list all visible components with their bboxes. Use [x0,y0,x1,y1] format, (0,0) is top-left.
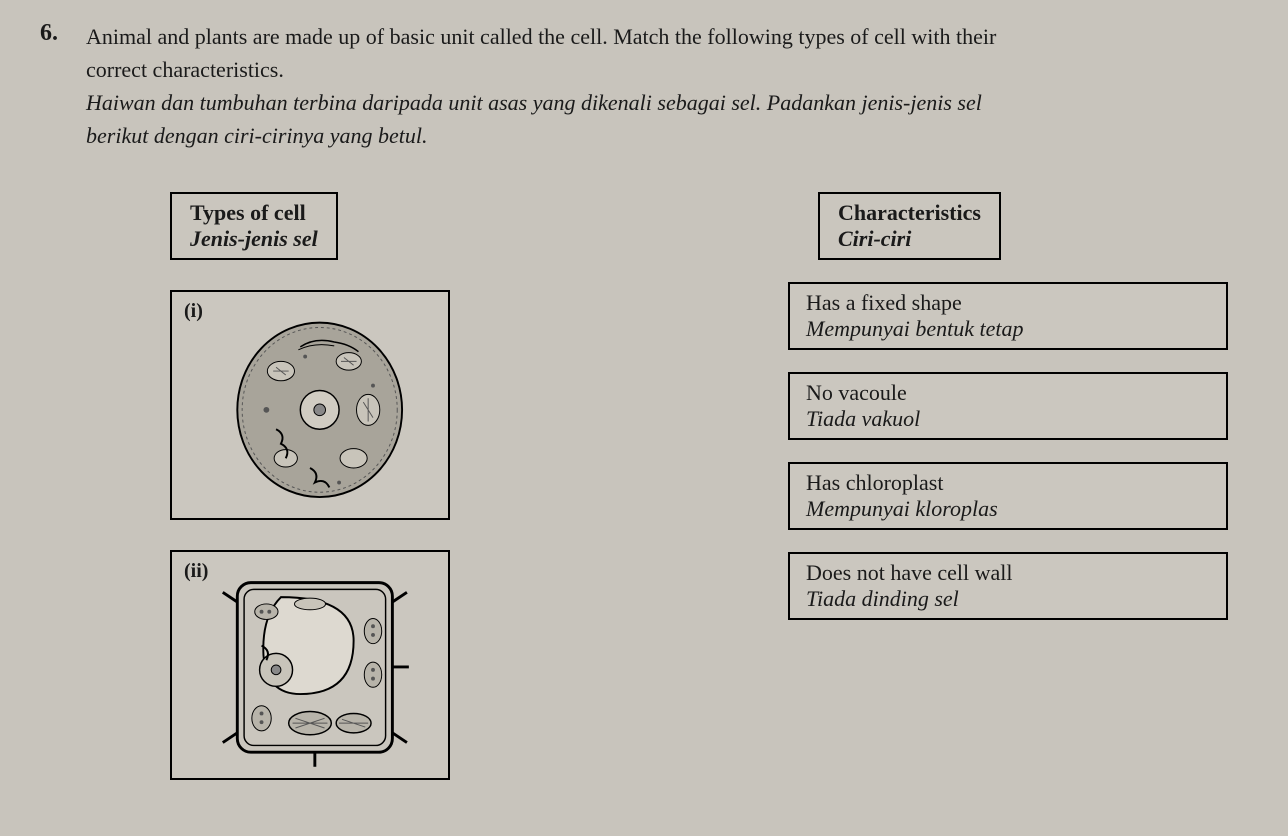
characteristics-header-box: Characteristics Ciri-ciri [818,192,1001,260]
content-columns: Types of cell Jenis-jenis sel (i) [40,192,1228,780]
char-4-ms: Tiada dinding sel [806,586,1210,612]
types-of-cell-column: Types of cell Jenis-jenis sel (i) [170,192,450,780]
question-header: 6. Animal and plants are made up of basi… [40,20,1228,152]
cell-1-label: (i) [184,300,203,323]
char-header-en: Characteristics [838,200,981,226]
types-header-ms: Jenis-jenis sel [190,226,318,252]
characteristic-box-2: No vacoule Tiada vakuol [788,372,1228,440]
char-header-ms: Ciri-ciri [838,226,981,252]
question-en-line2: correct characteristics. [86,53,996,86]
question-en-line1: Animal and plants are made up of basic u… [86,20,996,53]
char-3-en: Has chloroplast [806,470,1210,496]
characteristic-box-3: Has chloroplast Mempunyai kloroplas [788,462,1228,530]
cell-2-label: (ii) [184,560,208,583]
question-ms-line2: berikut dengan ciri-cirinya yang betul. [86,119,996,152]
types-header-box: Types of cell Jenis-jenis sel [170,192,338,260]
char-1-en: Has a fixed shape [806,290,1210,316]
cell-diagram-2: (ii) [170,550,450,780]
question-number: 6. [40,20,58,47]
characteristics-column: Characteristics Ciri-ciri Has a fixed sh… [788,192,1228,780]
characteristic-box-1: Has a fixed shape Mempunyai bentuk tetap [788,282,1228,350]
question-text: Animal and plants are made up of basic u… [86,20,996,152]
types-header-en: Types of cell [190,200,318,226]
characteristic-box-4: Does not have cell wall Tiada dinding se… [788,552,1228,620]
animal-cell-icon [184,300,436,510]
char-3-ms: Mempunyai kloroplas [806,496,1210,522]
cell-diagram-1: (i) [170,290,450,520]
char-2-en: No vacoule [806,380,1210,406]
char-4-en: Does not have cell wall [806,560,1210,586]
plant-cell-icon [184,560,436,770]
question-ms-line1: Haiwan dan tumbuhan terbina daripada uni… [86,86,996,119]
char-2-ms: Tiada vakuol [806,406,1210,432]
char-1-ms: Mempunyai bentuk tetap [806,316,1210,342]
